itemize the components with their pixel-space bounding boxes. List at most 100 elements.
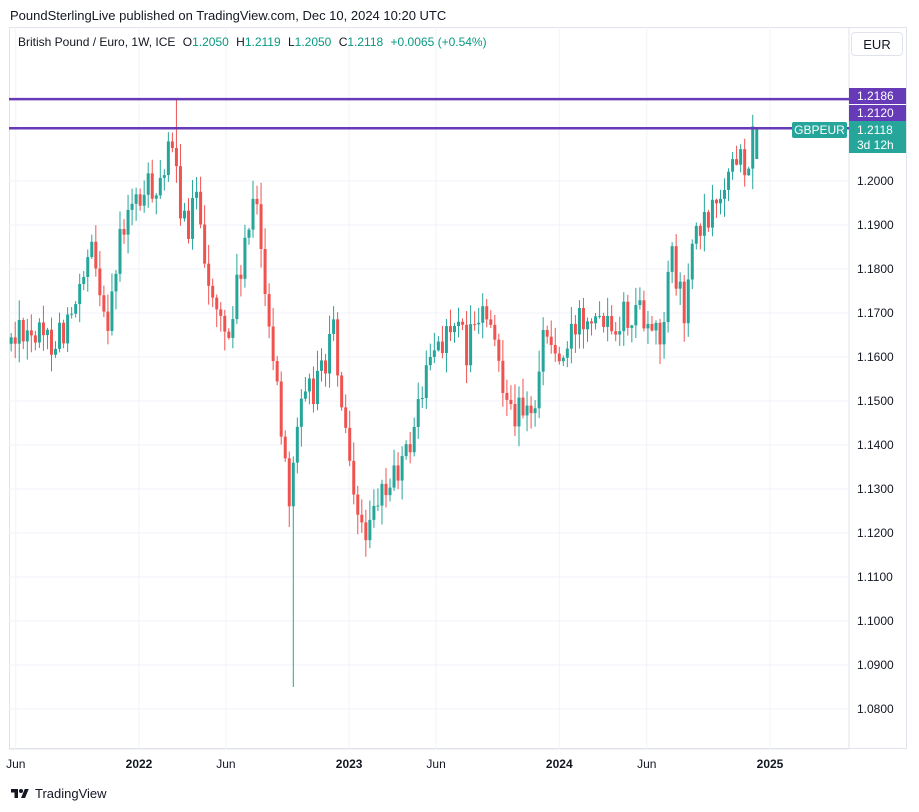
candle-body bbox=[739, 149, 743, 165]
candle-body bbox=[243, 237, 247, 279]
candle-body bbox=[457, 321, 461, 327]
candle-body bbox=[182, 210, 186, 219]
candle-body bbox=[577, 308, 581, 335]
candle-body bbox=[694, 225, 698, 244]
candle-body bbox=[336, 319, 340, 376]
candle-body bbox=[662, 322, 666, 345]
candle-body bbox=[501, 360, 505, 393]
candle-body bbox=[444, 326, 448, 354]
candle-body bbox=[706, 212, 710, 228]
candle-body bbox=[614, 331, 618, 335]
candle-body bbox=[710, 199, 714, 228]
candle-body bbox=[134, 194, 138, 204]
candle-body bbox=[489, 319, 493, 325]
candle-body bbox=[178, 166, 182, 219]
candle-body bbox=[203, 224, 207, 264]
candle-body bbox=[541, 329, 545, 372]
candle-body bbox=[94, 241, 98, 269]
candle-body bbox=[525, 405, 529, 416]
candle-body bbox=[440, 341, 444, 354]
high-value: 1.2119 bbox=[244, 35, 281, 49]
candle-body bbox=[332, 319, 336, 334]
candle-body bbox=[557, 353, 561, 362]
candle-body bbox=[723, 189, 727, 199]
candle-body bbox=[585, 321, 589, 330]
candle-body bbox=[545, 329, 549, 337]
candle-body bbox=[622, 301, 626, 332]
candle-body bbox=[106, 311, 110, 331]
candle-body bbox=[299, 398, 303, 427]
candle-body bbox=[590, 321, 594, 324]
candle-body bbox=[509, 399, 513, 405]
open-label: O bbox=[182, 35, 193, 49]
candle-body bbox=[251, 198, 255, 230]
candle-body bbox=[505, 392, 509, 400]
candle-body bbox=[602, 315, 606, 327]
y-tick-label: 1.2000 bbox=[857, 174, 894, 188]
candle-body bbox=[360, 514, 364, 523]
candle-body bbox=[199, 191, 203, 225]
candle-body bbox=[66, 314, 70, 344]
candle-body bbox=[41, 322, 45, 336]
candle-body bbox=[674, 246, 678, 289]
candle-body bbox=[412, 426, 416, 453]
bar-countdown-text: 3d 12h bbox=[857, 138, 894, 152]
candle-body bbox=[259, 204, 263, 250]
candle-body bbox=[166, 141, 170, 176]
candle-body bbox=[755, 129, 759, 159]
candle-body bbox=[553, 344, 557, 354]
instrument-label: British Pound / Euro, 1W, ICE bbox=[18, 35, 176, 49]
y-tick-label: 1.1100 bbox=[857, 570, 893, 584]
candle-body bbox=[388, 487, 392, 496]
candle-body bbox=[315, 370, 319, 405]
candle-body bbox=[320, 360, 324, 371]
candle-body bbox=[469, 324, 473, 366]
candle-body bbox=[743, 149, 747, 176]
candle-body bbox=[118, 228, 122, 274]
candle-body bbox=[78, 283, 82, 305]
tradingview-brand: TradingView bbox=[35, 786, 107, 801]
candle-body bbox=[565, 348, 569, 358]
candle-body bbox=[610, 315, 614, 332]
candle-body bbox=[45, 329, 49, 336]
close-value: 1.2118 bbox=[347, 35, 384, 49]
candle-body bbox=[340, 375, 344, 408]
open-value: 1.2050 bbox=[192, 35, 229, 49]
candle-body bbox=[642, 300, 646, 329]
candle-body bbox=[461, 321, 465, 325]
x-tick-label: Jun bbox=[637, 757, 656, 771]
candle-body bbox=[416, 399, 420, 427]
candle-body bbox=[549, 336, 553, 345]
candle-body bbox=[384, 483, 388, 496]
y-tick-label: 1.0800 bbox=[857, 702, 894, 716]
chart-grid bbox=[9, 27, 850, 750]
candle-body bbox=[618, 331, 622, 335]
candle-body bbox=[239, 274, 243, 279]
candle-body bbox=[227, 331, 231, 338]
tradingview-footer: TradingView bbox=[10, 786, 107, 801]
candle-body bbox=[477, 322, 481, 325]
level-price-tag bbox=[849, 105, 906, 121]
candle-body bbox=[98, 268, 102, 296]
candle-body bbox=[207, 263, 211, 286]
horizontal-level-lines bbox=[9, 97, 849, 130]
candle-body bbox=[9, 337, 13, 344]
candle-body bbox=[215, 297, 219, 310]
y-tick-label: 1.1000 bbox=[857, 614, 894, 628]
x-tick-label: 2024 bbox=[546, 757, 573, 771]
ohlc-legend: British Pound / Euro, 1W, ICE O1.2050 H1… bbox=[18, 35, 487, 49]
candle-body bbox=[130, 203, 134, 210]
high-label: H bbox=[236, 35, 245, 49]
candle-body bbox=[408, 444, 412, 453]
candle-body bbox=[453, 326, 456, 333]
currency-button[interactable]: EUR bbox=[851, 32, 903, 56]
price-axis: 1.2000 1.1900 1.1800 1.1700 1.1600 1.1500 1.14… bbox=[857, 174, 894, 716]
candle-body bbox=[666, 271, 670, 323]
candle-body bbox=[638, 300, 642, 306]
candle-body bbox=[102, 295, 106, 312]
x-tick-label: 2023 bbox=[336, 757, 363, 771]
y-tick-label: 1.1700 bbox=[857, 306, 894, 320]
candle-body bbox=[646, 323, 650, 329]
